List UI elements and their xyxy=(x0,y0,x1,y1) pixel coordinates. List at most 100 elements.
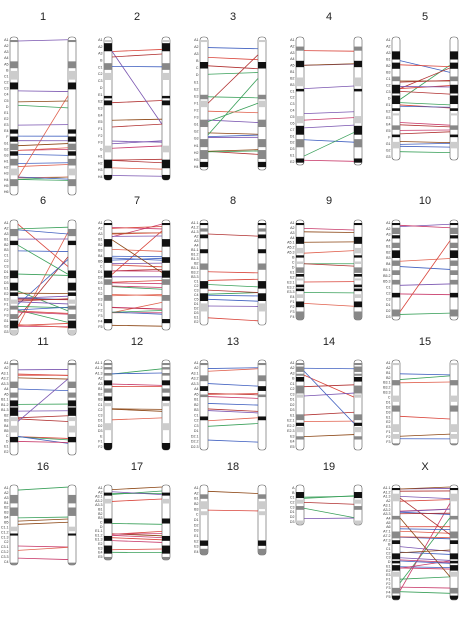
band xyxy=(10,407,18,416)
synteny-link xyxy=(303,302,355,307)
band-label: E1 xyxy=(386,415,390,419)
band-label: H5 xyxy=(4,184,9,188)
synteny-link xyxy=(111,223,163,238)
band-label: F2 xyxy=(386,582,390,586)
band xyxy=(296,223,304,226)
band xyxy=(104,442,112,450)
synteny-link xyxy=(399,312,451,315)
band-label: D2 xyxy=(4,275,9,279)
synteny-link xyxy=(111,249,163,252)
band-label: G2 xyxy=(4,325,9,329)
band-label: A3.3 xyxy=(191,382,198,386)
synteny-link xyxy=(17,244,69,275)
band-label: E2.1 xyxy=(287,419,294,423)
band-label: A1.2 xyxy=(383,490,390,494)
chromosome-panel: 17 A1A2A3.1A3.2A3.3B1B2B3CDE1.1E1.2E1.3E2… xyxy=(95,461,171,561)
band xyxy=(200,161,208,168)
band xyxy=(296,294,304,298)
band-label: C2 xyxy=(4,259,9,263)
synteny-link xyxy=(399,536,451,540)
band-label: C1 xyxy=(386,547,391,551)
band-label: B2 xyxy=(98,243,102,247)
synteny-link xyxy=(399,266,451,270)
band xyxy=(296,363,304,366)
band xyxy=(10,40,18,43)
band xyxy=(258,303,266,312)
band-label: C2 xyxy=(290,501,295,505)
band-label: F4 xyxy=(98,319,102,323)
band-label: B5.2 xyxy=(383,274,390,278)
band-label: D2.1 xyxy=(191,434,199,438)
band-label: B2 xyxy=(386,250,390,254)
band xyxy=(392,76,400,82)
synteny-link xyxy=(17,232,69,327)
band xyxy=(200,150,208,159)
synteny-link xyxy=(111,264,163,268)
band xyxy=(296,88,304,92)
band-label: B5.3 xyxy=(383,280,390,284)
band xyxy=(104,270,112,278)
band-label: D3 xyxy=(98,429,103,433)
ideogram xyxy=(353,484,363,526)
band xyxy=(392,488,400,491)
band-label: A1 xyxy=(386,361,390,365)
band xyxy=(68,129,76,134)
band-label: A3 xyxy=(194,239,198,243)
band-label: C1 xyxy=(194,413,199,417)
band-label: G1 xyxy=(4,319,9,323)
synteny-link xyxy=(399,381,451,384)
band xyxy=(392,51,400,60)
band-label: G xyxy=(100,148,103,152)
band xyxy=(450,108,458,111)
band xyxy=(10,526,18,532)
band-label: B1.1 xyxy=(1,398,8,402)
band-label: D1 xyxy=(98,419,103,423)
band-label: A2 xyxy=(386,44,390,48)
synteny-link xyxy=(207,368,259,372)
band-label: A1.3 xyxy=(191,230,198,234)
synteny-link xyxy=(399,64,451,68)
band xyxy=(162,100,170,106)
band xyxy=(10,329,18,335)
chromosome-title: 16 xyxy=(37,461,49,473)
band-label: A2 xyxy=(4,366,8,370)
synteny-link xyxy=(399,415,451,420)
band-label: C2 xyxy=(386,83,391,87)
band-label: B3 xyxy=(290,83,294,87)
chromosome-title: X xyxy=(421,461,429,473)
band-label: A4 xyxy=(4,387,8,391)
synteny-link xyxy=(207,149,259,152)
synteny-link xyxy=(111,324,163,327)
band xyxy=(104,545,112,554)
synteny-link xyxy=(111,486,163,491)
band-label: E2 xyxy=(386,109,390,113)
band xyxy=(296,414,304,421)
band xyxy=(392,250,400,258)
band xyxy=(10,82,18,90)
synteny-link xyxy=(17,521,69,525)
band xyxy=(258,501,266,510)
band xyxy=(10,533,18,536)
band xyxy=(10,305,18,310)
synteny-link xyxy=(207,278,259,281)
band xyxy=(104,363,112,366)
chromosome-panel: 4 A1 A2 A3 A4 A5 B1 B2 B3 C1 C2 C3 C4 C5 C6 C7 D1 D2 D3 E1 E… xyxy=(290,11,363,166)
band xyxy=(162,72,170,81)
synteny-link xyxy=(303,231,355,233)
band xyxy=(104,40,112,43)
synteny-link xyxy=(111,310,163,313)
band xyxy=(392,108,400,111)
band xyxy=(258,281,266,289)
synteny-link xyxy=(17,104,69,109)
band-label: B xyxy=(292,377,295,381)
band-label: F xyxy=(6,135,9,139)
band-label: B2 xyxy=(194,403,198,407)
band xyxy=(450,424,458,433)
chromosome-title: 7 xyxy=(134,195,140,207)
band xyxy=(162,535,170,541)
band-label: E1 xyxy=(4,286,8,290)
synteny-link xyxy=(17,418,69,422)
synteny-link xyxy=(207,54,259,104)
